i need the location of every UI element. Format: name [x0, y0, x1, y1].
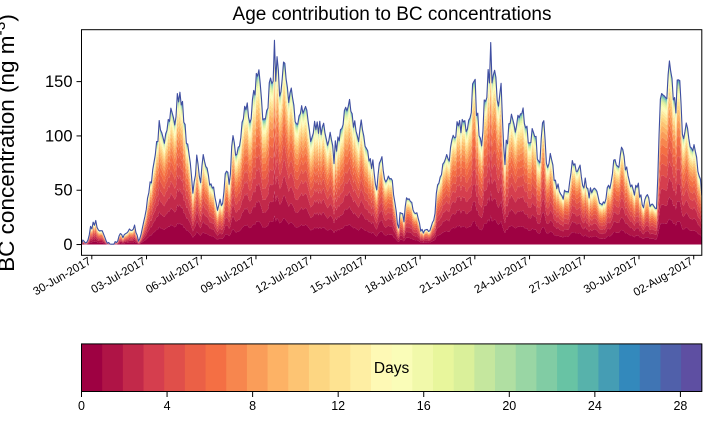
- svg-text:Days: Days: [374, 360, 410, 377]
- svg-text:0: 0: [78, 399, 85, 413]
- svg-text:100: 100: [45, 127, 73, 145]
- svg-text:16: 16: [417, 399, 431, 413]
- svg-text:50: 50: [54, 182, 72, 200]
- svg-text:12: 12: [331, 399, 345, 413]
- svg-text:4: 4: [164, 399, 171, 413]
- svg-text:150: 150: [45, 73, 73, 91]
- svg-text:24: 24: [588, 399, 602, 413]
- svg-text:BC concentration (ng m-3): BC concentration (ng m-3): [0, 14, 19, 272]
- svg-text:0: 0: [63, 236, 72, 254]
- svg-text:Age contribution to BC concent: Age contribution to BC concentrations: [233, 4, 552, 25]
- svg-text:20: 20: [502, 399, 516, 413]
- svg-text:28: 28: [673, 399, 687, 413]
- svg-text:8: 8: [249, 399, 256, 413]
